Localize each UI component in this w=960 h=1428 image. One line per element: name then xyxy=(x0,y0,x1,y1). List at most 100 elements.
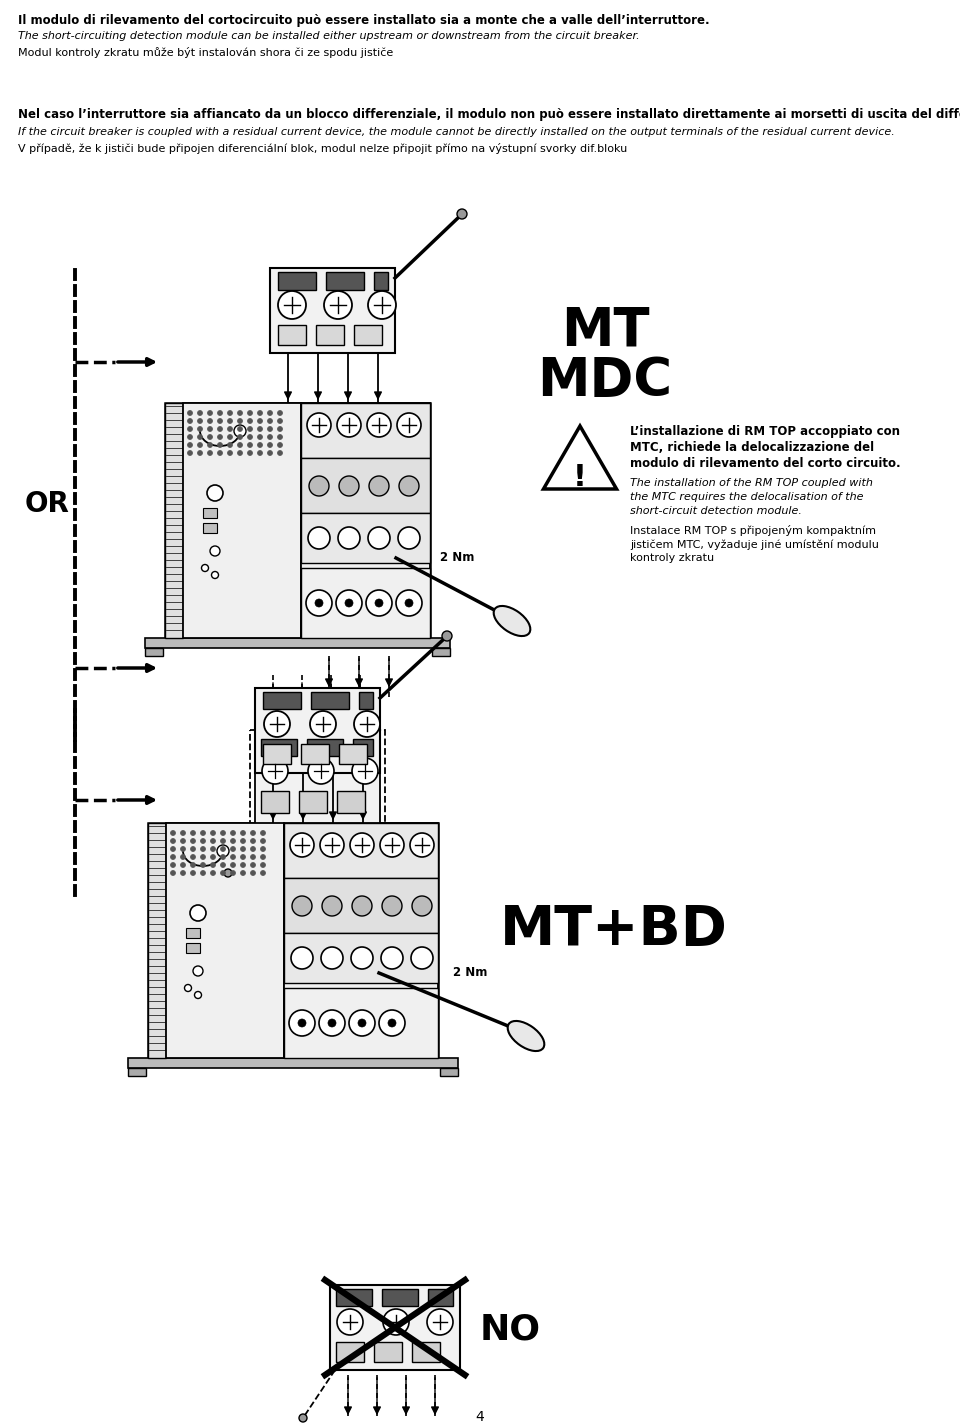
Circle shape xyxy=(180,831,185,835)
Bar xyxy=(301,403,430,638)
Circle shape xyxy=(230,847,235,851)
Circle shape xyxy=(268,410,273,416)
Circle shape xyxy=(221,863,226,867)
Circle shape xyxy=(190,838,196,844)
Circle shape xyxy=(309,476,329,496)
Text: V případě, že k jističi bude připojen diferenciální blok, modul nelze připojit p: V případě, že k jističi bude připojen di… xyxy=(18,143,627,154)
Circle shape xyxy=(171,838,176,844)
Circle shape xyxy=(193,965,203,975)
Bar xyxy=(165,403,183,638)
Bar xyxy=(301,403,430,458)
Bar xyxy=(278,326,306,346)
Circle shape xyxy=(277,450,282,456)
Bar xyxy=(440,1068,458,1077)
Circle shape xyxy=(210,838,215,844)
Circle shape xyxy=(237,434,243,440)
Bar xyxy=(354,326,382,346)
Circle shape xyxy=(201,871,205,875)
Text: OR: OR xyxy=(25,490,70,518)
Circle shape xyxy=(187,434,193,440)
Bar xyxy=(301,513,430,563)
Text: kontroly zkratu: kontroly zkratu xyxy=(630,553,714,563)
Circle shape xyxy=(180,847,185,851)
Bar xyxy=(284,988,438,1058)
Circle shape xyxy=(366,590,392,615)
Circle shape xyxy=(257,410,262,416)
Circle shape xyxy=(310,711,336,737)
Bar xyxy=(278,271,316,290)
Circle shape xyxy=(237,443,243,447)
Text: !: ! xyxy=(573,464,587,493)
Circle shape xyxy=(237,418,243,424)
Text: Il modulo di rilevamento del cortocircuito può essere installato sia a monte che: Il modulo di rilevamento del cortocircui… xyxy=(18,14,709,27)
Circle shape xyxy=(383,1309,409,1335)
Circle shape xyxy=(198,418,203,424)
Circle shape xyxy=(352,758,378,784)
Circle shape xyxy=(224,870,232,877)
Circle shape xyxy=(180,838,185,844)
Circle shape xyxy=(241,847,246,851)
Circle shape xyxy=(251,838,255,844)
Circle shape xyxy=(237,450,243,456)
Circle shape xyxy=(260,871,266,875)
Circle shape xyxy=(241,838,246,844)
Circle shape xyxy=(171,831,176,835)
Bar xyxy=(263,744,291,764)
Circle shape xyxy=(442,631,452,641)
Circle shape xyxy=(248,427,252,431)
Text: MTC, richiede la delocalizzazione del: MTC, richiede la delocalizzazione del xyxy=(630,441,875,454)
Circle shape xyxy=(180,871,185,875)
Circle shape xyxy=(307,413,331,437)
Circle shape xyxy=(201,847,205,851)
Bar xyxy=(166,823,284,1058)
Bar xyxy=(301,568,430,638)
Bar xyxy=(299,791,327,813)
Bar xyxy=(336,1342,364,1362)
Text: 4: 4 xyxy=(475,1409,485,1424)
Circle shape xyxy=(230,863,235,867)
Bar xyxy=(250,730,385,830)
Bar xyxy=(148,823,166,1058)
Circle shape xyxy=(315,598,323,607)
Circle shape xyxy=(368,527,390,548)
Circle shape xyxy=(190,847,196,851)
Circle shape xyxy=(187,450,193,456)
Circle shape xyxy=(337,413,361,437)
Circle shape xyxy=(207,450,212,456)
Circle shape xyxy=(190,863,196,867)
Bar xyxy=(263,693,301,708)
Circle shape xyxy=(202,564,208,571)
Circle shape xyxy=(198,427,203,431)
Circle shape xyxy=(367,413,391,437)
Circle shape xyxy=(257,427,262,431)
Circle shape xyxy=(457,208,467,218)
Circle shape xyxy=(251,871,255,875)
Circle shape xyxy=(368,291,396,318)
Circle shape xyxy=(187,443,193,447)
Circle shape xyxy=(207,443,212,447)
Bar xyxy=(311,693,349,708)
Circle shape xyxy=(218,410,223,416)
Circle shape xyxy=(345,598,353,607)
Circle shape xyxy=(241,854,246,860)
Circle shape xyxy=(237,427,243,431)
Circle shape xyxy=(210,863,215,867)
Circle shape xyxy=(190,854,196,860)
Circle shape xyxy=(198,410,203,416)
Circle shape xyxy=(207,486,223,501)
Circle shape xyxy=(321,947,343,970)
Circle shape xyxy=(190,831,196,835)
Circle shape xyxy=(277,427,282,431)
Circle shape xyxy=(328,1020,336,1027)
Circle shape xyxy=(369,476,389,496)
Circle shape xyxy=(218,450,223,456)
Circle shape xyxy=(352,895,372,915)
Circle shape xyxy=(251,863,255,867)
Bar xyxy=(203,523,217,533)
Bar xyxy=(145,638,450,648)
Circle shape xyxy=(257,443,262,447)
Bar xyxy=(183,403,301,638)
Bar xyxy=(186,928,200,938)
Circle shape xyxy=(289,1010,315,1035)
Bar xyxy=(412,1342,440,1362)
